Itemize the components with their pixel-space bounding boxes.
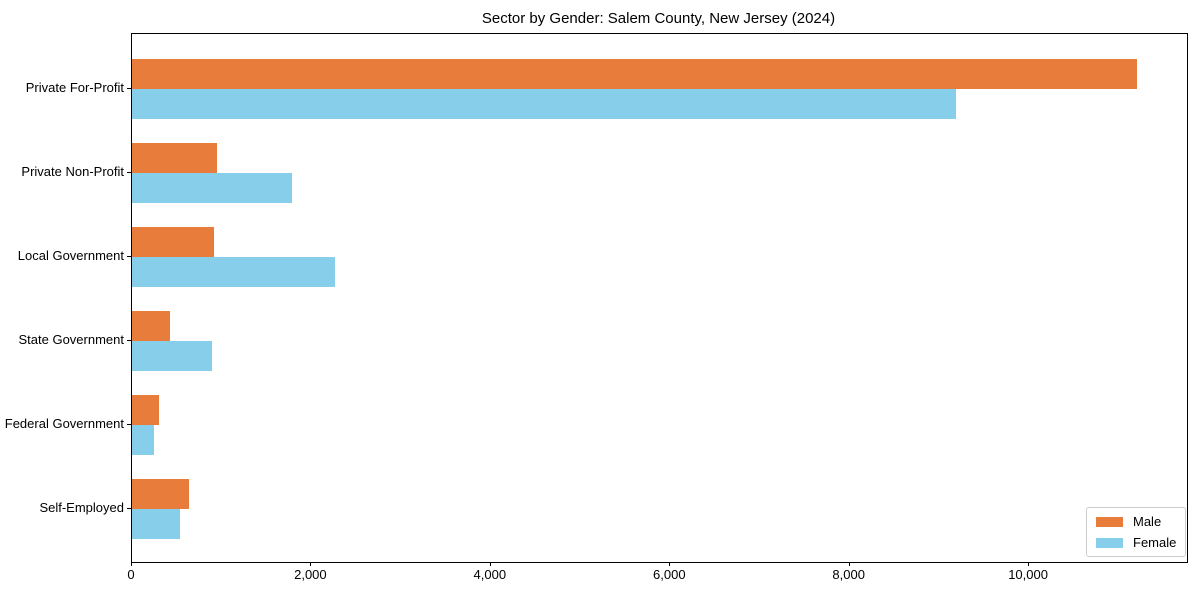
bar-female-2: [132, 257, 336, 287]
y-tick-label: Federal Government: [4, 416, 124, 431]
y-tick: [127, 340, 131, 341]
bar-male-1: [132, 143, 218, 173]
x-tick: [131, 562, 132, 566]
legend-swatch-male: [1096, 516, 1123, 527]
x-tick-label: 10,000: [1008, 567, 1048, 582]
bar-female-5: [132, 509, 180, 539]
legend: Male Female: [1086, 507, 1187, 557]
bar-male-4: [132, 395, 159, 425]
y-tick: [127, 172, 131, 173]
y-tick: [127, 424, 131, 425]
bar-female-4: [132, 425, 154, 455]
bar-male-0: [132, 59, 1137, 89]
x-tick: [1028, 562, 1030, 566]
bar-female-3: [132, 341, 212, 371]
y-tick-label: Self-Employed: [39, 500, 124, 515]
x-tick-label: 0: [127, 567, 135, 582]
bar-female-1: [132, 173, 292, 203]
y-tick-label: Local Government: [17, 248, 124, 263]
x-tick: [848, 562, 850, 566]
y-tick-label: Private Non-Profit: [21, 164, 124, 179]
bar-male-5: [132, 479, 189, 509]
y-tick: [127, 508, 131, 509]
legend-swatch-female: [1096, 537, 1123, 548]
bar-male-2: [132, 227, 214, 257]
x-tick-label: 6,000: [653, 567, 686, 582]
bar-male-3: [132, 311, 171, 341]
x-tick-label: 2,000: [294, 567, 327, 582]
y-tick-label: Private For-Profit: [25, 80, 124, 95]
y-tick-label: State Government: [18, 332, 125, 347]
y-tick: [127, 256, 131, 257]
plot-area: Male Female: [131, 33, 1188, 563]
legend-item-female: Female: [1096, 535, 1176, 550]
legend-item-male: Male: [1096, 514, 1176, 529]
x-tick: [489, 562, 491, 566]
x-tick-label: 8,000: [832, 567, 865, 582]
x-tick: [310, 562, 312, 566]
bar-female-0: [132, 89, 957, 119]
x-tick: [669, 562, 671, 566]
chart-title: Sector by Gender: Salem County, New Jers…: [481, 10, 836, 27]
x-tick-label: 4,000: [473, 567, 507, 582]
legend-label: Male: [1133, 514, 1162, 529]
legend-label: Female: [1133, 535, 1177, 550]
y-tick: [127, 88, 131, 89]
